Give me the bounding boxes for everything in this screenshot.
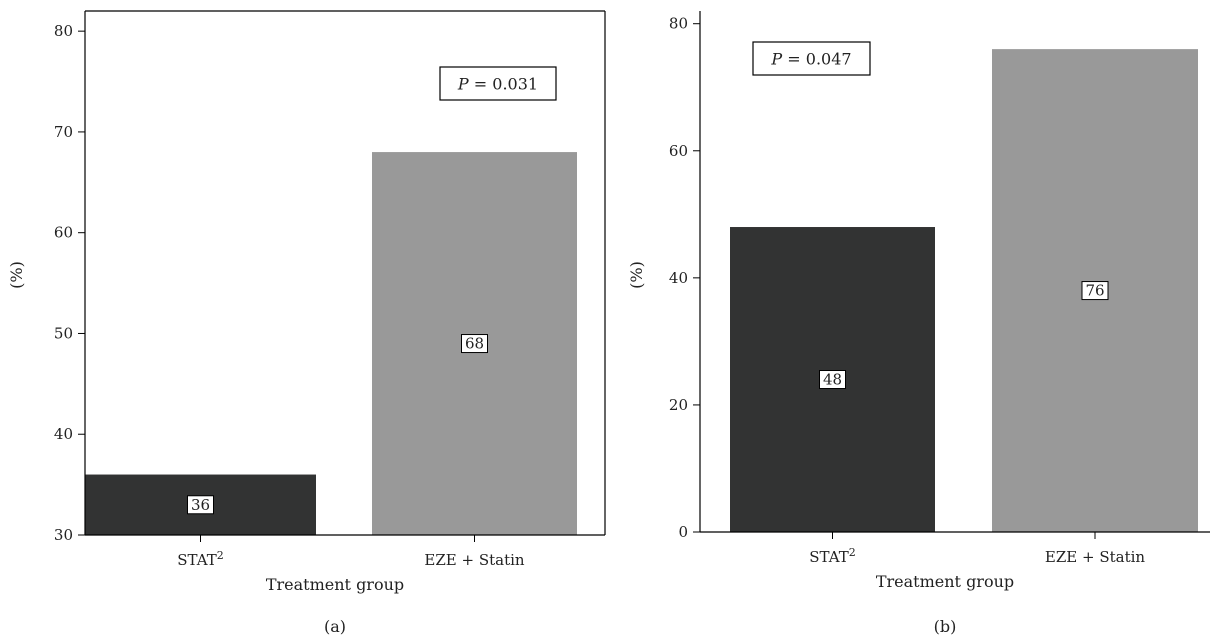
y-tick-label: 0: [678, 523, 688, 541]
y-axis-title: (%): [627, 261, 646, 289]
x-tick-label: STAT2: [177, 549, 223, 569]
p-value-box: [439, 66, 557, 101]
chart-panel-b: 48 76 0 20 40 60 80 STAT2 EZE + Statin Treatment …: [627, 11, 1210, 636]
y-tick-label: 40: [54, 425, 73, 443]
panel-label: (b): [934, 617, 957, 636]
p-value-annotation: P = 0.031: [457, 75, 538, 94]
y-tick-label: 80: [669, 15, 688, 33]
p-value-box: [752, 41, 871, 76]
data-label: 68: [465, 335, 484, 353]
y-tick-label: 20: [669, 396, 688, 414]
y-tick-label: 40: [669, 269, 688, 287]
data-label-box: [819, 370, 846, 390]
y-tick-label: 60: [54, 224, 73, 242]
x-tick-label: EZE + Statin: [1045, 548, 1145, 566]
y-tick-label: 50: [54, 324, 73, 342]
data-label: 76: [1085, 282, 1104, 300]
y-tick-label: 60: [669, 142, 688, 160]
x-axis-title: Treatment group: [876, 572, 1014, 591]
chart-panel-a: 36 68 30 40 50 60 70 80 STAT2 EZE + Statin Treatme…: [7, 10, 606, 636]
data-label-box: [461, 334, 488, 354]
y-tick-label: 70: [54, 123, 73, 141]
y-axis-title: (%): [7, 261, 26, 289]
x-tick-label: STAT2: [809, 546, 855, 566]
data-label: 48: [823, 371, 842, 389]
data-label-box: [187, 495, 214, 515]
p-value-annotation: P = 0.047: [770, 50, 851, 69]
data-label: 36: [191, 496, 210, 514]
x-axis-title: Treatment group: [266, 575, 404, 594]
y-tick-label: 80: [54, 22, 73, 40]
data-label-box: [1081, 281, 1109, 301]
y-tick-label: 30: [54, 526, 73, 544]
x-tick-label: EZE + Statin: [424, 551, 524, 569]
panel-label: (a): [324, 617, 346, 636]
